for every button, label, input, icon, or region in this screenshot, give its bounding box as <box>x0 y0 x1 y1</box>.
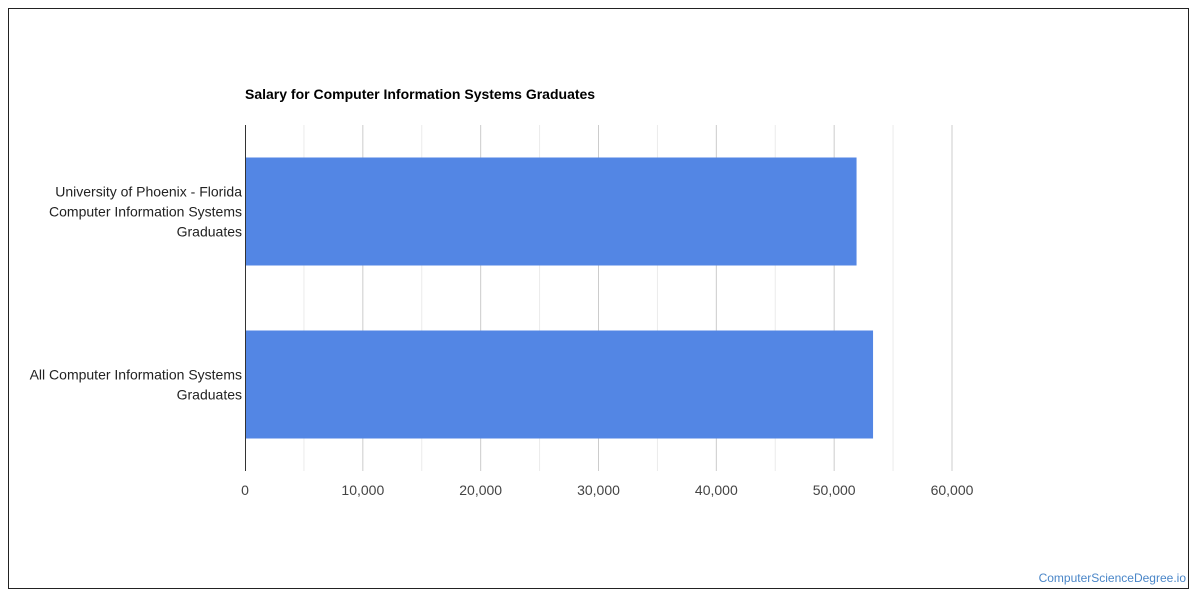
x-tick-label: 10,000 <box>341 482 384 498</box>
x-tick-label: 0 <box>241 482 249 498</box>
site-watermark: ComputerScienceDegree.io <box>1038 571 1186 585</box>
category-label-line: Computer Information Systems <box>49 204 242 220</box>
x-tick-label: 20,000 <box>459 482 502 498</box>
labels: 0 10,000 20,000 30,000 40,000 50,000 60,000 Uni… <box>30 184 974 499</box>
category-label: University of Phoenix - Florida Computer … <box>49 184 242 240</box>
category-label: All Computer Information Systems Graduate… <box>30 367 242 403</box>
category-label-line: All Computer Information Systems <box>30 367 242 383</box>
x-tick-label: 30,000 <box>577 482 620 498</box>
bar <box>245 157 857 266</box>
x-tick-label: 50,000 <box>813 482 856 498</box>
bar <box>245 330 874 439</box>
category-label-line: Graduates <box>177 387 242 403</box>
chart-title: Salary for Computer Information Systems … <box>245 86 595 102</box>
x-tick-label: 60,000 <box>931 482 974 498</box>
category-label-line: Graduates <box>177 224 242 240</box>
bars <box>245 157 874 439</box>
x-tick-label: 40,000 <box>695 482 738 498</box>
category-label-line: University of Phoenix - Florida <box>55 184 242 200</box>
